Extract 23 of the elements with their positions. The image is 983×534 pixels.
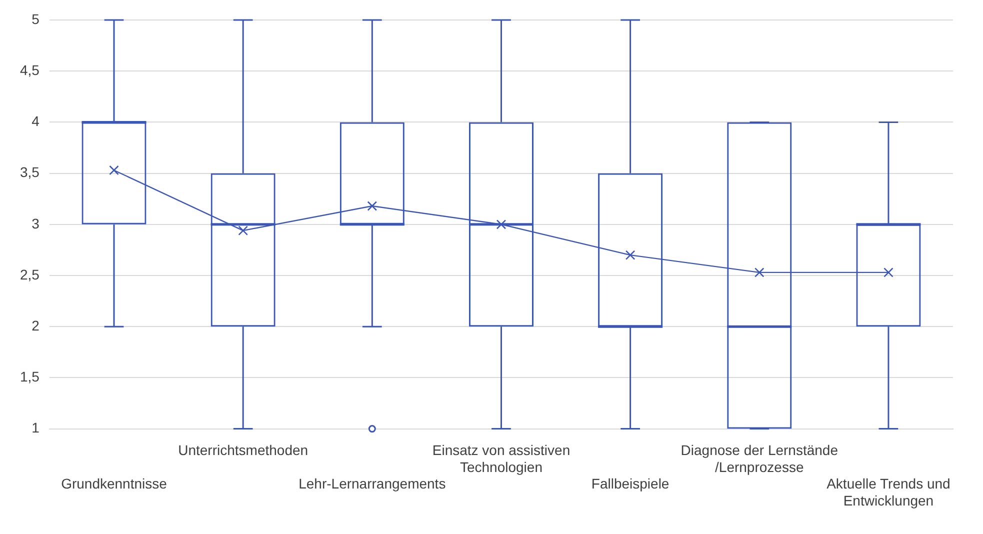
y-tick-label: 4,5 — [20, 62, 40, 78]
point — [238, 226, 248, 236]
y-tick-label: 1 — [32, 420, 40, 436]
y-tick-label: 2 — [32, 317, 40, 334]
point — [754, 268, 764, 278]
y-tick-label: 2,5 — [20, 266, 40, 282]
x-tick-label: Grundkenntnisse — [61, 476, 168, 492]
x-tick-label: Fallbeispiele — [591, 476, 670, 492]
y-tick-label: 1,5 — [20, 368, 40, 385]
y-tick-label: 3,5 — [20, 164, 40, 180]
point — [109, 165, 119, 176]
point — [625, 250, 636, 260]
y-tick-label: 5 — [32, 10, 40, 27]
y-tick-label: 3 — [32, 215, 40, 232]
x-tick-label: Diagnose der Lernstände /Lernprozesse — [680, 442, 838, 475]
x-tick-label: Aktuelle Trends und Entwicklungen — [826, 476, 950, 508]
x-tick-label: Einsatz von assistiven Technologien — [432, 442, 570, 475]
point — [884, 268, 894, 278]
y-tick-label: 4 — [32, 113, 40, 130]
x-tick-label: Lehr-Lernarrangements — [298, 476, 446, 492]
x-tick-label: Unterrichtsmethoden — [178, 442, 308, 458]
point — [496, 220, 506, 230]
point — [367, 201, 378, 211]
